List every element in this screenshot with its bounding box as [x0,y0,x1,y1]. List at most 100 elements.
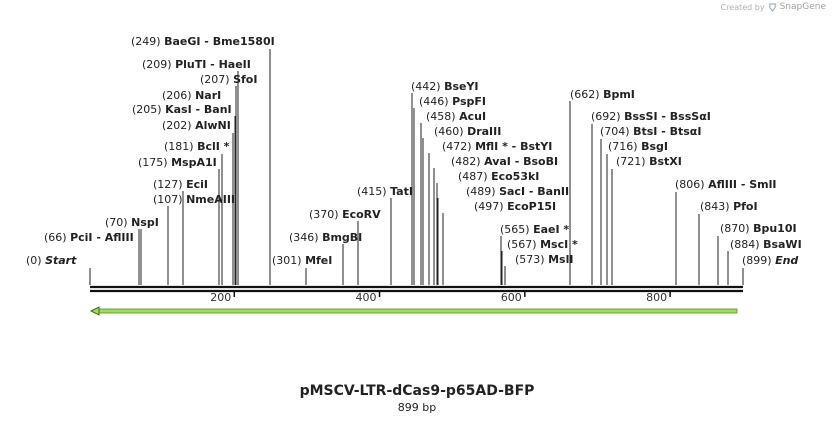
site-label: (704) BtsI - BtsαI [600,125,701,138]
site-enzyme-name: PciI - AflIII [70,231,134,244]
site-enzyme-name: EaeI * [533,223,569,236]
site-enzyme-name: AflIII - SmlI [708,178,776,191]
site-enzyme-name: MspA1I [171,156,217,169]
restriction-sites: (0) Start (66) PciI - AflIII (70) NspI (107… [26,35,802,285]
site-enzyme-name: SacI - BanII [499,185,569,198]
site-enzyme-name: PluTI - HaeII [175,58,251,71]
site-enzyme-name: EcoP15I [507,200,556,213]
site-enzyme-name: EcoRV [342,208,381,221]
site-enzyme-name: AvaI - BsoBI [484,155,558,168]
site-enzyme-name: TatI [390,185,413,198]
restriction-site: (66) PciI - AflIII [44,229,140,285]
site-label: (565) EaeI * [500,223,569,236]
site-position: (175) [138,156,171,169]
site-position: (460) [434,125,467,138]
map-title: pMSCV-LTR-dCas9-p65AD-BFP [299,383,535,399]
site-position: (843) [700,200,733,213]
feature-arrow [89,306,738,316]
restriction-site: (497) EcoP15I [442,200,556,285]
site-position: (107) [153,193,186,206]
site-enzyme-name: NarI [195,89,221,102]
restriction-site: (446) PspFI [413,95,486,285]
site-position: (370) [309,208,342,221]
site-label: (692) BssSI - BssSαI [591,110,711,123]
site-enzyme-name: BtsI - BtsαI [633,125,701,138]
site-enzyme-name: BclI * [197,140,230,153]
restriction-site: (843) PfoI [698,200,758,285]
restriction-site: (70) NspI [105,216,159,285]
site-position: (870) [720,222,753,235]
site-enzyme-name: Start [45,254,77,267]
restriction-site: (806) AflIII - SmlI [675,178,777,285]
site-position: (692) [591,110,624,123]
site-label: (181) BclI * [164,140,230,153]
restriction-site: (107) NmeAIII [153,193,235,285]
restriction-site: (346) BmgBI [289,231,362,285]
site-label: (489) SacI - BanII [466,185,569,198]
site-position: (704) [600,125,633,138]
site-label: (806) AflIII - SmlI [675,178,777,191]
restriction-site: (127) EciI [153,178,208,285]
site-label: (70) NspI [105,216,159,229]
restriction-site: (487) Eco53kI [436,170,539,285]
site-enzyme-name: SfoI [233,73,257,86]
site-enzyme-name: BstXI [649,155,682,168]
restriction-site: (205) KasI - BanI [132,103,236,285]
snapgene-brand: SnapGene [779,2,826,12]
site-enzyme-name: AlwNI [195,119,231,132]
restriction-site: (442) BseYI [411,80,479,285]
site-position: (0) [26,254,45,267]
site-position: (716) [608,140,641,153]
site-label: (497) EcoP15I [474,200,556,213]
restriction-site: (202) AlwNI [162,119,234,285]
restriction-site: (458) AcuI [420,110,486,285]
restriction-site: (301) MfeI [272,254,332,285]
site-position: (415) [357,185,390,198]
restriction-site: (181) BclI * [164,140,230,285]
restriction-site: (472) MflI * - BstYI [428,140,552,285]
site-label: (472) MflI * - BstYI [442,140,552,153]
site-label: (202) AlwNI [162,119,231,132]
site-position: (497) [474,200,507,213]
site-label: (458) AcuI [426,110,486,123]
site-enzyme-name: BaeGI - Bme1580I [164,35,275,48]
site-label: (175) MspA1I [138,156,217,169]
site-enzyme-name: NspI [131,216,159,229]
restriction-site: (565) EaeI * [500,223,569,285]
site-enzyme-name: PspFI [452,95,486,108]
site-position: (721) [616,155,649,168]
site-label: (721) BstXI [616,155,682,168]
site-enzyme-name: MfeI [305,254,332,267]
restriction-site: (207) SfoI [200,73,257,285]
site-label: (209) PluTI - HaeII [142,58,251,71]
restriction-site: (870) Bpu10I [717,222,797,285]
site-enzyme-name: Eco53kI [491,170,539,183]
tick-label: 200 [210,291,231,304]
site-label: (567) MscI * [507,238,578,251]
restriction-site: (567) MscI * [501,238,578,285]
site-enzyme-name: BseYI [444,80,478,93]
restriction-site: (175) MspA1I [138,156,220,285]
site-enzyme-name: DraIII [467,125,501,138]
created-by-text: Created by [720,2,765,12]
site-enzyme-name: Bpu10I [753,222,797,235]
site-position: (205) [132,103,165,116]
tick-label: 400 [356,291,377,304]
site-position: (249) [131,35,164,48]
site-label: (207) SfoI [200,73,257,86]
site-enzyme-name: End [775,254,798,267]
sequence-backbone [90,285,743,293]
site-position: (70) [105,216,131,229]
site-position: (181) [164,140,197,153]
site-position: (207) [200,73,233,86]
restriction-site: (884) BsaWI [727,238,802,285]
site-position: (567) [507,238,540,251]
site-position: (66) [44,231,70,244]
restriction-site: (0) Start [26,254,91,285]
site-label: (870) Bpu10I [720,222,797,235]
site-position: (301) [272,254,305,267]
site-enzyme-name: AcuI [459,110,486,123]
site-position: (662) [570,88,603,101]
site-label: (843) PfoI [700,200,758,213]
